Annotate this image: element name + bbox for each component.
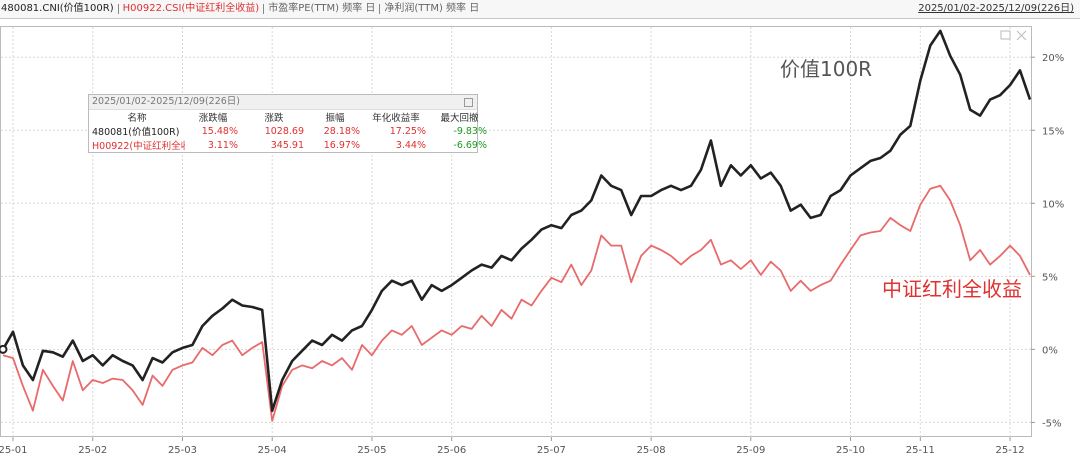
x-tick-label: 25-02 — [78, 445, 107, 456]
table-row: 480081(价值100R) 15.48% 1028.69 28.18% 17.25% -… — [89, 124, 490, 139]
y-tick-label: 20% — [1042, 53, 1064, 64]
y-tick-label: 15% — [1042, 126, 1064, 137]
info-box: 2025/01/02-2025/12/09(226日) 名称 涨跌幅 涨跌 振幅 年化收… — [88, 94, 487, 153]
value-cell: 3.11% — [207, 139, 238, 151]
start-marker — [0, 344, 8, 354]
column-header: 最大回撤 — [440, 113, 479, 124]
header-item: 市盈率PE(TTM) 频率 日 — [263, 4, 379, 14]
annotation: 价值100R — [780, 57, 872, 81]
annotation: 中证红利全收益 — [882, 277, 1022, 301]
value-cell: 17.25% — [389, 125, 426, 137]
x-tick-label: 25-07 — [537, 445, 566, 456]
value-cell: 28.18% — [323, 125, 360, 137]
column-header: 涨跌 — [264, 113, 284, 124]
x-tick-label: 25-06 — [437, 445, 466, 456]
column-header: 年化收益率 — [372, 113, 420, 124]
x-tick-label: 25-08 — [637, 445, 666, 456]
info-title-text: 2025/01/02-2025/12/09(226日) — [92, 96, 240, 107]
x-tick-label: 25-03 — [168, 445, 197, 456]
name-cell: 480081(价值100R) — [92, 127, 180, 138]
header-item: H00922.CSI(中证红利全收益) — [117, 4, 264, 14]
restore-icon[interactable] — [1000, 30, 1011, 40]
table-row: H00922(中证红利全收益) 3.11% 345.91 16.97% 3.44% -6.… — [89, 138, 490, 153]
value-cell: 16.97% — [323, 139, 360, 151]
plot-frame — [0, 26, 1032, 437]
column-header: 名称 — [127, 113, 147, 124]
close-icon[interactable] — [464, 98, 473, 107]
series-line — [2, 184, 1031, 422]
x-tick-label: 25-09 — [736, 445, 765, 456]
close-icon[interactable] — [1016, 30, 1027, 41]
y-tick-label: 10% — [1042, 199, 1064, 210]
y-tick-label: 0% — [1042, 345, 1058, 356]
info-table: 名称 涨跌幅 涨跌 振幅 年化收益率 最大回撤 480081(价值100R) 15.48% 10… — [89, 110, 490, 152]
value-cell: -9.83% — [453, 125, 487, 137]
x-tick-label: 25-10 — [836, 445, 865, 456]
x-tick-label: 25-05 — [357, 445, 386, 456]
header-item: 480081.CNI(价值100R) — [1, 3, 114, 14]
value-cell: 1028.69 — [264, 125, 304, 137]
x-tick-label: 25-01 — [0, 445, 28, 456]
header-item: 净利润(TTM) 频率 日 — [379, 4, 483, 14]
date-range[interactable]: 2025/01/02-2025/12/09(226日) — [918, 3, 1074, 14]
info-title: 2025/01/02-2025/12/09(226日) — [89, 95, 477, 110]
series-line — [1, 29, 1032, 412]
name-cell: H00922(中证红利全收益) — [92, 141, 185, 152]
y-tick-label: 5% — [1042, 272, 1058, 283]
x-tick-label: 25-11 — [906, 445, 935, 456]
header-bar: 480081.CNI(价值100R) H00922.CSI(中证红利全收益) 市盈率… — [0, 0, 1080, 19]
value-cell: 345.91 — [270, 139, 304, 151]
x-tick-label: 25-12 — [996, 445, 1025, 456]
x-tick-label: 25-04 — [258, 445, 287, 456]
column-header: 涨跌幅 — [198, 113, 228, 124]
value-cell: -6.69% — [453, 139, 487, 151]
column-header: 振幅 — [325, 113, 345, 124]
value-cell: 3.44% — [395, 139, 426, 151]
value-cell: 15.48% — [201, 125, 238, 137]
y-tick-label: -5% — [1042, 418, 1061, 429]
